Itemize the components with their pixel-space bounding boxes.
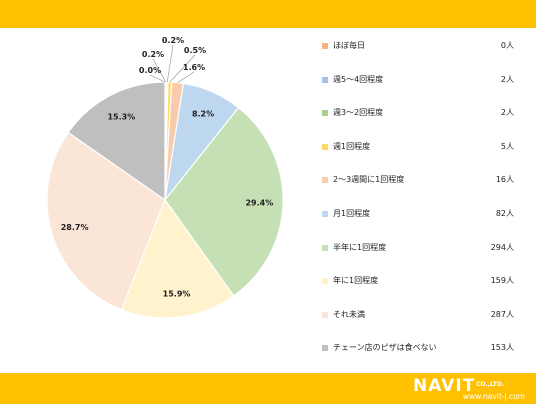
pie-slice <box>164 106 284 297</box>
legend-swatch <box>322 211 328 217</box>
legend-label: それ未満 <box>333 309 365 319</box>
legend-item: 週1回程度 5人 <box>322 139 527 155</box>
legend-count: 287人 <box>490 309 514 319</box>
leader-line <box>149 74 166 83</box>
legend-item: 月1回程度 82人 <box>322 206 527 222</box>
legend-label: ほぼ毎日 <box>333 41 365 50</box>
legend-swatch <box>322 244 328 251</box>
slice-value-label: 8.2% <box>192 110 214 119</box>
legend-swatch <box>322 43 328 49</box>
legend-count: 153人 <box>490 343 514 353</box>
legend-swatch <box>322 143 328 150</box>
legend-item: ほぼ毎日 0人 <box>322 38 527 54</box>
top-color-band <box>0 0 536 28</box>
legend-count: 5人 <box>500 141 514 151</box>
legend-count: 159人 <box>490 276 514 286</box>
legend-count: 294人 <box>490 242 514 252</box>
legend-label: 週3～2回程度 <box>333 108 384 118</box>
slice-value-label: 0.5% <box>184 46 206 55</box>
legend-item: 半年に1回程度 294人 <box>322 240 527 256</box>
pie-slice <box>120 198 235 319</box>
leader-line <box>169 54 196 83</box>
legend-swatch <box>322 110 328 117</box>
legend-swatch <box>322 177 328 184</box>
legend-label: 年に1回程度 <box>333 276 379 286</box>
leader-line <box>152 58 167 83</box>
legend-item: 年に1回程度 159人 <box>322 273 527 289</box>
navit-logo: NAVIT CO.,LTD. www.navit-j.com <box>413 376 531 402</box>
pie-slice <box>67 81 166 202</box>
legend-swatch <box>322 311 328 318</box>
leader-line <box>177 71 195 83</box>
slice-value-label: 0.2% <box>162 36 184 45</box>
legend-label: チェーン店のピザは食べない <box>333 343 437 353</box>
legend-swatch <box>322 345 328 352</box>
slice-value-label: 15.9% <box>163 290 191 299</box>
legend-item: 週3～2回程度 2人 <box>322 105 527 121</box>
legend-count: 16人 <box>495 175 514 185</box>
legend-count: 0人 <box>500 41 514 50</box>
slice-value-label: 0.2% <box>142 50 164 59</box>
legend-item: チェーン店のピザは食べない 153人 <box>322 340 527 356</box>
logo-company-suffix: CO.,LTD. <box>476 381 505 388</box>
legend-count: 2人 <box>500 108 514 118</box>
legend-label: 週5～4回程度 <box>333 74 384 84</box>
slice-value-label: 1.6% <box>183 63 205 72</box>
legend-swatch <box>322 76 328 83</box>
pie-chart: 0.0%0.2%0.2%0.5%1.6%8.2%29.4%15.9%28.7%1… <box>46 36 284 319</box>
legend-label: 月1回程度 <box>333 209 371 218</box>
legend-label: 半年に1回程度 <box>333 242 387 252</box>
leader-line <box>166 44 174 83</box>
legend-item: 2～3週間に1回程度 16人 <box>322 172 527 188</box>
legend-count: 82人 <box>495 209 514 218</box>
slice-value-label: 28.7% <box>61 223 89 232</box>
legend-item: 週5～4回程度 2人 <box>322 72 527 88</box>
legend-label: 2～3週間に1回程度 <box>333 175 405 185</box>
slice-value-label: 15.3% <box>107 112 135 121</box>
logo-wordmark: NAVIT <box>413 376 476 396</box>
bottom-color-band <box>0 373 536 404</box>
legend-label: 週1回程度 <box>333 141 371 151</box>
legend-swatch <box>322 278 328 285</box>
legend-item: それ未満 287人 <box>322 307 527 323</box>
slice-value-label: 0.0% <box>139 66 161 75</box>
logo-url: www.navit-j.com <box>462 392 525 401</box>
pie-slice <box>46 131 166 311</box>
slice-value-label: 29.4% <box>245 198 273 207</box>
legend-count: 2人 <box>500 74 514 84</box>
